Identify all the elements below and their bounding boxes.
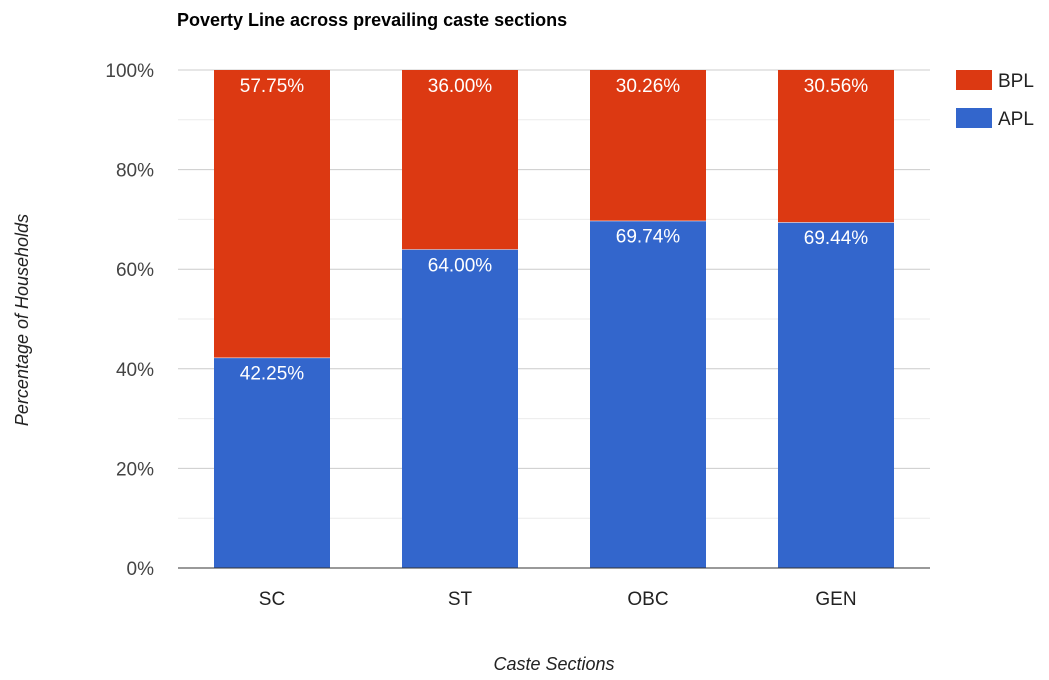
legend: BPL APL: [956, 70, 1034, 130]
bar-apl-st: [402, 249, 518, 568]
data-label-bpl-sc: 57.75%: [240, 76, 305, 97]
data-labels: 42.25% 57.75% 64.00% 36.00% 69.74% 30.26% 69.4…: [240, 76, 869, 385]
y-tick-label: 60%: [116, 260, 154, 281]
legend-swatch-apl: [956, 108, 992, 128]
data-label-bpl-obc: 30.26%: [616, 76, 681, 97]
data-label-apl-obc: 69.74%: [616, 227, 681, 248]
x-tick-label: OBC: [627, 589, 668, 610]
axes: 0% 20% 40% 60% 80% 100% SC ST OBC GEN: [105, 61, 930, 610]
bar-bpl-obc: [590, 70, 706, 221]
data-label-bpl-gen: 30.56%: [804, 76, 869, 97]
x-tick-label: SC: [259, 589, 285, 610]
y-tick-label: 100%: [105, 61, 154, 82]
y-tick-label: 80%: [116, 161, 154, 182]
legend-swatch-bpl: [956, 70, 992, 90]
y-axis-title: Percentage of Households: [12, 214, 32, 426]
bar-apl-gen: [778, 222, 894, 569]
x-axis-title: Caste Sections: [493, 654, 614, 674]
bar-bpl-gen: [778, 70, 894, 223]
bar-bpl-st: [402, 70, 518, 250]
y-tick-label: 40%: [116, 360, 154, 381]
data-label-apl-sc: 42.25%: [240, 364, 305, 385]
legend-label-apl: APL: [998, 109, 1034, 130]
x-tick-label: ST: [448, 589, 473, 610]
bar-apl-sc: [214, 357, 330, 568]
legend-label-bpl: BPL: [998, 71, 1034, 92]
bars: [214, 70, 894, 569]
x-tick-label: GEN: [815, 589, 856, 610]
data-label-bpl-st: 36.00%: [428, 76, 493, 97]
y-tick-label: 0%: [127, 559, 155, 580]
chart-title: Poverty Line across prevailing caste sec…: [177, 10, 567, 30]
bar-bpl-sc: [214, 70, 330, 358]
data-label-apl-gen: 69.44%: [804, 228, 869, 249]
bar-apl-obc: [590, 220, 706, 568]
y-tick-label: 20%: [116, 459, 154, 480]
data-label-apl-st: 64.00%: [428, 255, 493, 276]
